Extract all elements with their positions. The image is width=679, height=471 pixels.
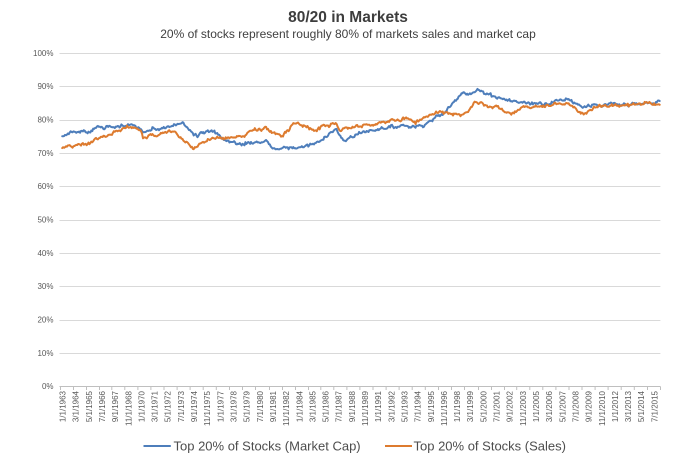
svg-text:11/1/1982: 11/1/1982 (282, 390, 291, 426)
svg-text:3/1/1999: 3/1/1999 (466, 390, 475, 422)
svg-text:80/20 in Markets: 80/20 in Markets (288, 9, 408, 26)
svg-text:11/1/2003: 11/1/2003 (519, 390, 528, 426)
svg-text:5/1/1979: 5/1/1979 (243, 390, 252, 422)
svg-text:3/1/1971: 3/1/1971 (151, 390, 160, 422)
svg-text:100%: 100% (33, 49, 53, 58)
svg-text:5/1/1972: 5/1/1972 (164, 390, 173, 422)
svg-text:Top 20% of Stocks (Market Cap): Top 20% of Stocks (Market Cap) (174, 439, 361, 454)
svg-text:20%: 20% (37, 315, 53, 324)
svg-text:90%: 90% (37, 82, 53, 91)
svg-text:7/1/1994: 7/1/1994 (414, 390, 423, 422)
svg-text:7/1/1973: 7/1/1973 (177, 390, 186, 422)
svg-text:10%: 10% (37, 349, 53, 358)
svg-text:1/1/1963: 1/1/1963 (59, 390, 68, 422)
svg-text:9/1/1981: 9/1/1981 (269, 390, 278, 422)
svg-text:5/1/1993: 5/1/1993 (401, 390, 410, 422)
svg-text:3/1/2006: 3/1/2006 (545, 390, 554, 422)
svg-text:11/1/2010: 11/1/2010 (598, 390, 607, 426)
svg-text:7/1/1980: 7/1/1980 (256, 390, 265, 422)
svg-text:11/1/1975: 11/1/1975 (203, 390, 212, 426)
svg-text:1/1/1977: 1/1/1977 (216, 390, 225, 422)
svg-text:60%: 60% (37, 182, 53, 191)
svg-text:3/1/2013: 3/1/2013 (624, 390, 633, 422)
svg-text:11/1/1996: 11/1/1996 (440, 390, 449, 426)
svg-text:20% of stocks represent roughl: 20% of stocks represent roughly 80% of m… (160, 27, 536, 41)
svg-text:Top 20% of Stocks (Sales): Top 20% of Stocks (Sales) (414, 439, 566, 454)
svg-text:7/1/2001: 7/1/2001 (493, 390, 502, 422)
svg-text:30%: 30% (37, 282, 53, 291)
svg-text:1/1/1998: 1/1/1998 (453, 390, 462, 422)
svg-text:5/1/2000: 5/1/2000 (479, 390, 488, 422)
svg-text:9/1/1995: 9/1/1995 (427, 390, 436, 422)
svg-text:0%: 0% (42, 382, 54, 391)
svg-text:9/1/1967: 9/1/1967 (111, 390, 120, 422)
svg-text:3/1/1985: 3/1/1985 (308, 390, 317, 422)
svg-text:1/1/1991: 1/1/1991 (374, 390, 383, 422)
svg-text:9/1/1988: 9/1/1988 (348, 390, 357, 422)
svg-text:50%: 50% (37, 215, 53, 224)
svg-text:3/1/1978: 3/1/1978 (230, 390, 239, 422)
svg-text:1/1/1970: 1/1/1970 (137, 390, 146, 422)
svg-text:5/1/1965: 5/1/1965 (85, 390, 94, 422)
svg-text:7/1/1987: 7/1/1987 (335, 390, 344, 422)
svg-text:7/1/2008: 7/1/2008 (572, 390, 581, 422)
svg-text:9/1/2009: 9/1/2009 (585, 390, 594, 422)
svg-text:7/1/2015: 7/1/2015 (650, 390, 659, 422)
svg-text:1/1/2005: 1/1/2005 (532, 390, 541, 422)
svg-text:11/1/1968: 11/1/1968 (124, 390, 133, 426)
svg-text:1/1/1984: 1/1/1984 (295, 390, 304, 422)
svg-text:5/1/2014: 5/1/2014 (637, 390, 646, 422)
svg-text:5/1/1986: 5/1/1986 (322, 390, 331, 422)
svg-text:9/1/1974: 9/1/1974 (190, 390, 199, 422)
svg-text:7/1/1966: 7/1/1966 (98, 390, 107, 422)
svg-text:70%: 70% (37, 149, 53, 158)
svg-text:1/1/2012: 1/1/2012 (611, 390, 620, 422)
svg-text:3/1/1964: 3/1/1964 (72, 390, 81, 422)
svg-text:80%: 80% (37, 115, 53, 124)
svg-text:9/1/2002: 9/1/2002 (506, 390, 515, 422)
svg-text:3/1/1992: 3/1/1992 (387, 390, 396, 422)
svg-text:40%: 40% (37, 249, 53, 258)
svg-text:11/1/1989: 11/1/1989 (361, 390, 370, 426)
svg-text:5/1/2007: 5/1/2007 (558, 390, 567, 422)
